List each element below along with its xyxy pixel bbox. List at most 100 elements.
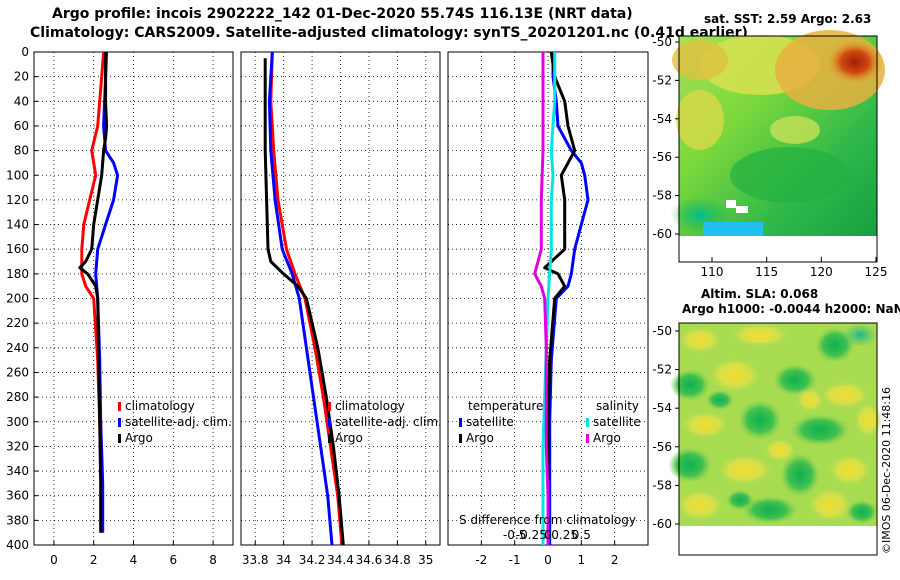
sst-map-frame: [678, 35, 878, 263]
sst-warm-patch: [676, 90, 724, 150]
sla-blob: [717, 454, 773, 486]
y-tick-label: 40: [14, 94, 29, 108]
x-tick-label: 34: [276, 553, 291, 567]
sla-blob: [678, 326, 722, 354]
x-tick-label: 35: [418, 553, 433, 567]
sla-blob: [726, 490, 754, 510]
series-line-argo: [263, 58, 345, 545]
legend-label-climatology: climatology: [335, 399, 405, 413]
sla-blob: [764, 438, 796, 462]
depth-axis: 0 20 40 60 80 100 120 140 160 180 200 220 240 260 280 3…: [6, 45, 38, 552]
sla-blob: [706, 390, 734, 410]
temperature-lines: [78, 52, 120, 533]
sla-lat-axis: -50 -52 -54 -56 -58 -60: [652, 324, 679, 531]
series-line-climatology: [269, 52, 344, 545]
sla-map-title: Altim. SLA: 0.068: [701, 287, 818, 301]
lat-tick-label: -54: [652, 401, 672, 415]
legend-swatch-argo: [328, 434, 331, 443]
y-tick-label: 380: [6, 513, 29, 527]
sst-hot-spot: [827, 40, 883, 84]
sla-blob: [780, 453, 820, 497]
s-tick-label: 0.5: [572, 528, 591, 542]
sla-blob: [738, 400, 782, 440]
series-line-salinity-argo: [533, 52, 550, 545]
sst-missing-data: [726, 200, 736, 208]
x-tick-label: -2: [475, 553, 487, 567]
temperature-legend: climatology satellite-adj. clim. Argo: [118, 399, 232, 445]
temperature-x-axis: 0 2 4 6 8: [50, 541, 217, 567]
sst-lat-axis: -50 -52 -54 -56 -58 -60: [652, 35, 679, 241]
legend-swatch-satellite: [328, 418, 331, 427]
legend-swatch-sal-satellite: [586, 418, 589, 427]
legend-label-argo: Argo: [335, 431, 363, 445]
y-tick-label: 100: [6, 168, 29, 182]
lat-tick-label: -56: [652, 150, 672, 164]
x-tick-label: 8: [209, 553, 217, 567]
s-tick-label: 0: [544, 528, 552, 542]
legend-label-satellite: satellite-adj. clim.: [125, 415, 232, 429]
y-tick-label: 60: [14, 119, 29, 133]
temperature-frame: [33, 51, 234, 546]
sst-warm-patch: [672, 40, 728, 80]
legend-label-argo: Argo: [125, 431, 153, 445]
lat-tick-label: -52: [652, 73, 672, 87]
x-tick-label: 34.6: [356, 553, 383, 567]
sst-land-mask: [679, 236, 877, 262]
sla-map-subtitle: Argo h1000: -0.0044 h2000: NaN: [682, 302, 900, 316]
s-difference-ticks: -0.5-0.250 0.250.5: [503, 528, 591, 542]
difference-panel: -2 -1 0 1 2 temperature satellite Argo salin…: [447, 51, 649, 567]
difference-lines: [533, 52, 590, 545]
sla-blob: [773, 364, 817, 396]
sla-blob: [854, 402, 882, 438]
temperature-grid: [34, 51, 233, 546]
lat-tick-label: -58: [652, 478, 672, 492]
legend-title-temperature: temperature: [468, 399, 543, 413]
x-tick-label: 6: [169, 553, 177, 567]
y-tick-label: 220: [6, 316, 29, 330]
legend-label-temp-argo: Argo: [466, 431, 494, 445]
s-difference-label: S difference from climatology: [459, 513, 636, 527]
y-tick-label: 180: [6, 267, 29, 281]
y-tick-label: 200: [6, 292, 29, 306]
x-tick-label: 34.8: [384, 553, 411, 567]
lon-tick-label: 115: [755, 265, 778, 279]
series-line-temperature-satellite: [548, 52, 590, 545]
salinity-x-axis: 33.8 34 34.2 34.4 34.6 34.8 35: [242, 541, 433, 567]
legend-label-climatology: climatology: [125, 399, 195, 413]
x-tick-label: 33.8: [242, 553, 269, 567]
x-tick-label: 1: [578, 553, 586, 567]
x-tick-label: -1: [509, 553, 521, 567]
salinity-lines: [263, 52, 345, 545]
lat-tick-label: -60: [652, 517, 672, 531]
y-tick-label: 80: [14, 144, 29, 158]
x-tick-label: 34.4: [327, 553, 354, 567]
temperature-panel: 0204060801001201401601802002202402602803…: [6, 45, 234, 567]
sla-blob: [730, 323, 790, 347]
sla-blob: [668, 447, 712, 483]
sst-cool-region: [730, 147, 850, 203]
x-tick-label: 4: [130, 553, 138, 567]
sst-warm-patch: [770, 116, 820, 144]
sst-missing-data: [736, 206, 748, 213]
sla-blob: [670, 369, 710, 401]
sla-blob: [676, 489, 724, 521]
y-tick-label: 120: [6, 193, 29, 207]
sla-blob: [790, 414, 850, 446]
sla-land-mask: [679, 526, 877, 555]
lat-tick-label: -56: [652, 440, 672, 454]
y-tick-label: 340: [6, 464, 29, 478]
lat-tick-label: -52: [652, 363, 672, 377]
sla-map-frame: [678, 322, 878, 556]
legend-label-temp-satellite: satellite: [466, 415, 514, 429]
series-line-salinity-satellite: [541, 52, 557, 545]
x-tick-label: 2: [90, 553, 98, 567]
y-tick-label: 240: [6, 341, 29, 355]
lon-tick-label: 125: [865, 265, 888, 279]
sla-map: Altim. SLA: 0.068 Argo h1000: -0.0044 h2…: [652, 287, 900, 556]
difference-x-axis: -2 -1 0 1 2: [475, 541, 618, 567]
sla-blob: [742, 496, 798, 524]
salinity-panel: 33.8 34 34.2 34.4 34.6 34.8 35 climatology sat…: [240, 51, 442, 567]
legend-swatch-argo: [118, 434, 121, 443]
y-tick-label: 320: [6, 439, 29, 453]
